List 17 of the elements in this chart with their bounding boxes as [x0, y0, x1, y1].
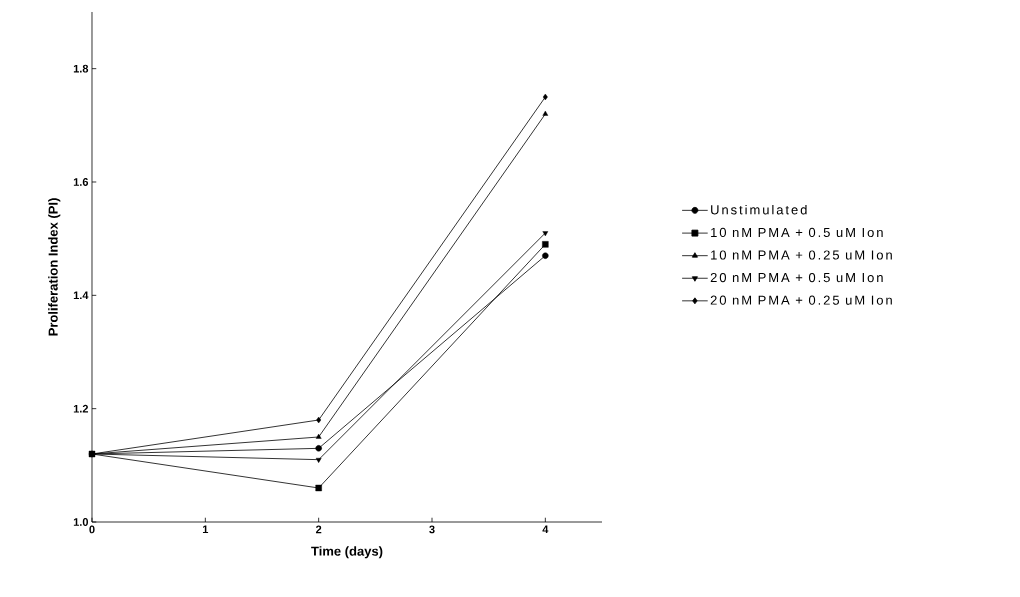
legend-label: 10 nM PMA + 0.25 uM Ion [711, 250, 892, 260]
y-tick-label: 1.0 [73, 518, 89, 526]
x-tick-label: 3 [429, 525, 435, 534]
x-tick-label: 4 [542, 525, 549, 534]
y-tick-label: 1.8 [73, 64, 89, 73]
legend-label: 20 nM PMA + 0.25 uM Ion [710, 295, 892, 305]
x-tick-label: 0 [89, 525, 95, 534]
x-axis-title: Time (days) [311, 546, 383, 559]
legend-label: 10 nM PMA + 0.5 uM Ion [711, 227, 883, 238]
x-tick-label: 1 [202, 525, 209, 534]
y-tick-label: 1.4 [73, 291, 89, 300]
legend-label: Unstimulated [711, 204, 807, 215]
legend-label: 20 nM PMA + 0.5 uM Ion [710, 272, 883, 283]
y-tick-label: 1.2 [73, 404, 89, 413]
y-axis-title: Proliferation Index (PI) [48, 198, 61, 336]
x-tick-label: 2 [315, 525, 322, 534]
y-tick-label: 1.6 [73, 178, 89, 186]
